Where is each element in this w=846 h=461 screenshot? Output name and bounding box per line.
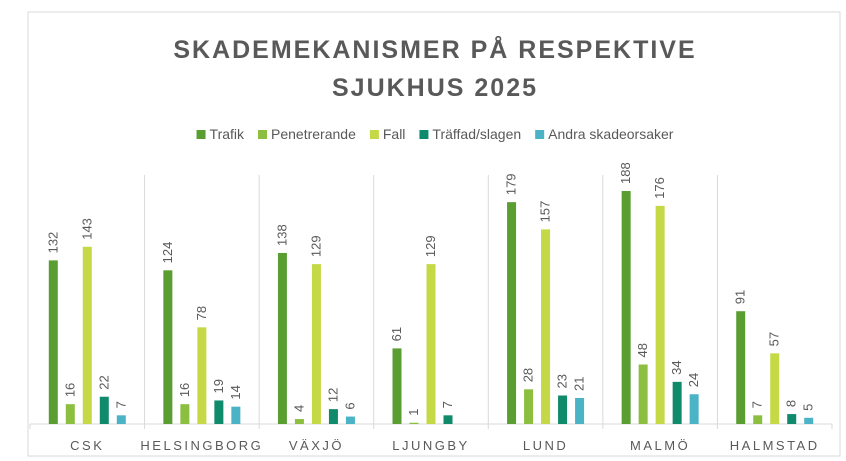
x-tick-label: VÄXJÖ [289,438,344,453]
x-tick-label: HELSINGBORG [140,438,263,453]
data-label: 14 [228,385,243,399]
data-label: 22 [96,375,111,389]
bar [214,400,224,424]
data-label: 23 [555,374,570,388]
bar [48,260,58,424]
bar [163,270,173,424]
bar [99,396,109,424]
bar [787,414,797,424]
legend-swatch [369,130,379,139]
data-label: 16 [177,383,192,397]
x-tick-label: MALMÖ [630,438,690,453]
bar [804,417,814,424]
data-label: 179 [504,173,519,195]
data-label: 188 [618,162,633,184]
bar [328,409,338,424]
bar [689,394,699,424]
legend-label: Trafik [210,126,245,142]
data-label: 7 [750,401,765,408]
bar [443,415,453,424]
x-tick-label: CSK [70,438,104,453]
data-label: 16 [62,383,77,397]
data-label: 176 [652,177,667,199]
data-label: 1 [406,409,421,416]
data-label: 57 [767,332,782,346]
chart-title: SKADEMEKANISMER PÅ RESPEKTIVE [173,35,696,64]
bar [655,205,665,424]
bar [770,353,780,424]
bar [672,381,682,424]
legend-label: Penetrerande [271,126,356,142]
bar [575,397,585,424]
bar [621,191,631,424]
data-label: 124 [160,242,175,264]
data-label: 7 [113,401,128,408]
legend-swatch [258,130,268,139]
chart-title: SJUKHUS 2025 [332,74,538,102]
data-label: 24 [686,373,701,387]
legend-label: Träffad/slagen [432,126,521,142]
data-label: 21 [572,377,587,391]
bar [294,419,304,424]
data-label: 6 [342,402,357,409]
bar [524,389,534,424]
legend-label: Fall [383,126,406,142]
bar [426,264,436,424]
data-label: 132 [45,232,60,254]
bar [409,422,419,424]
bar [736,311,746,424]
legend-swatch [419,130,429,139]
data-label: 48 [635,343,650,357]
bar [82,246,92,424]
data-label: 61 [389,327,404,341]
data-label: 4 [291,405,306,412]
bar [638,364,648,424]
x-tick-label: HALMSTAD [730,438,820,453]
bar [116,415,126,424]
data-label: 129 [423,235,438,257]
bar [541,229,551,424]
data-label: 5 [801,404,816,411]
bar [180,404,190,424]
data-label: 7 [440,401,455,408]
data-label: 19 [211,379,226,393]
bar [507,202,517,424]
legend-swatch [196,130,206,139]
x-tick-label: LUND [523,438,568,453]
legend-swatch [535,130,545,139]
bar [558,395,568,424]
bar [277,252,287,424]
bar [311,264,321,424]
bar [231,406,241,424]
legend-label: Andra skadeorsaker [548,126,674,142]
data-label: 12 [325,388,340,402]
bar [392,348,402,424]
bar [345,416,355,424]
data-label: 78 [194,306,209,320]
data-label: 138 [274,224,289,246]
data-label: 34 [669,360,684,374]
data-label: 143 [79,218,94,240]
bar [197,327,207,424]
x-tick-label: LJUNGBY [392,438,469,453]
data-label: 129 [308,235,323,257]
data-label: 8 [784,400,799,407]
data-label: 91 [733,290,748,304]
bar [753,415,763,424]
bar [65,404,75,424]
data-label: 28 [521,368,536,382]
data-label: 157 [538,201,553,223]
